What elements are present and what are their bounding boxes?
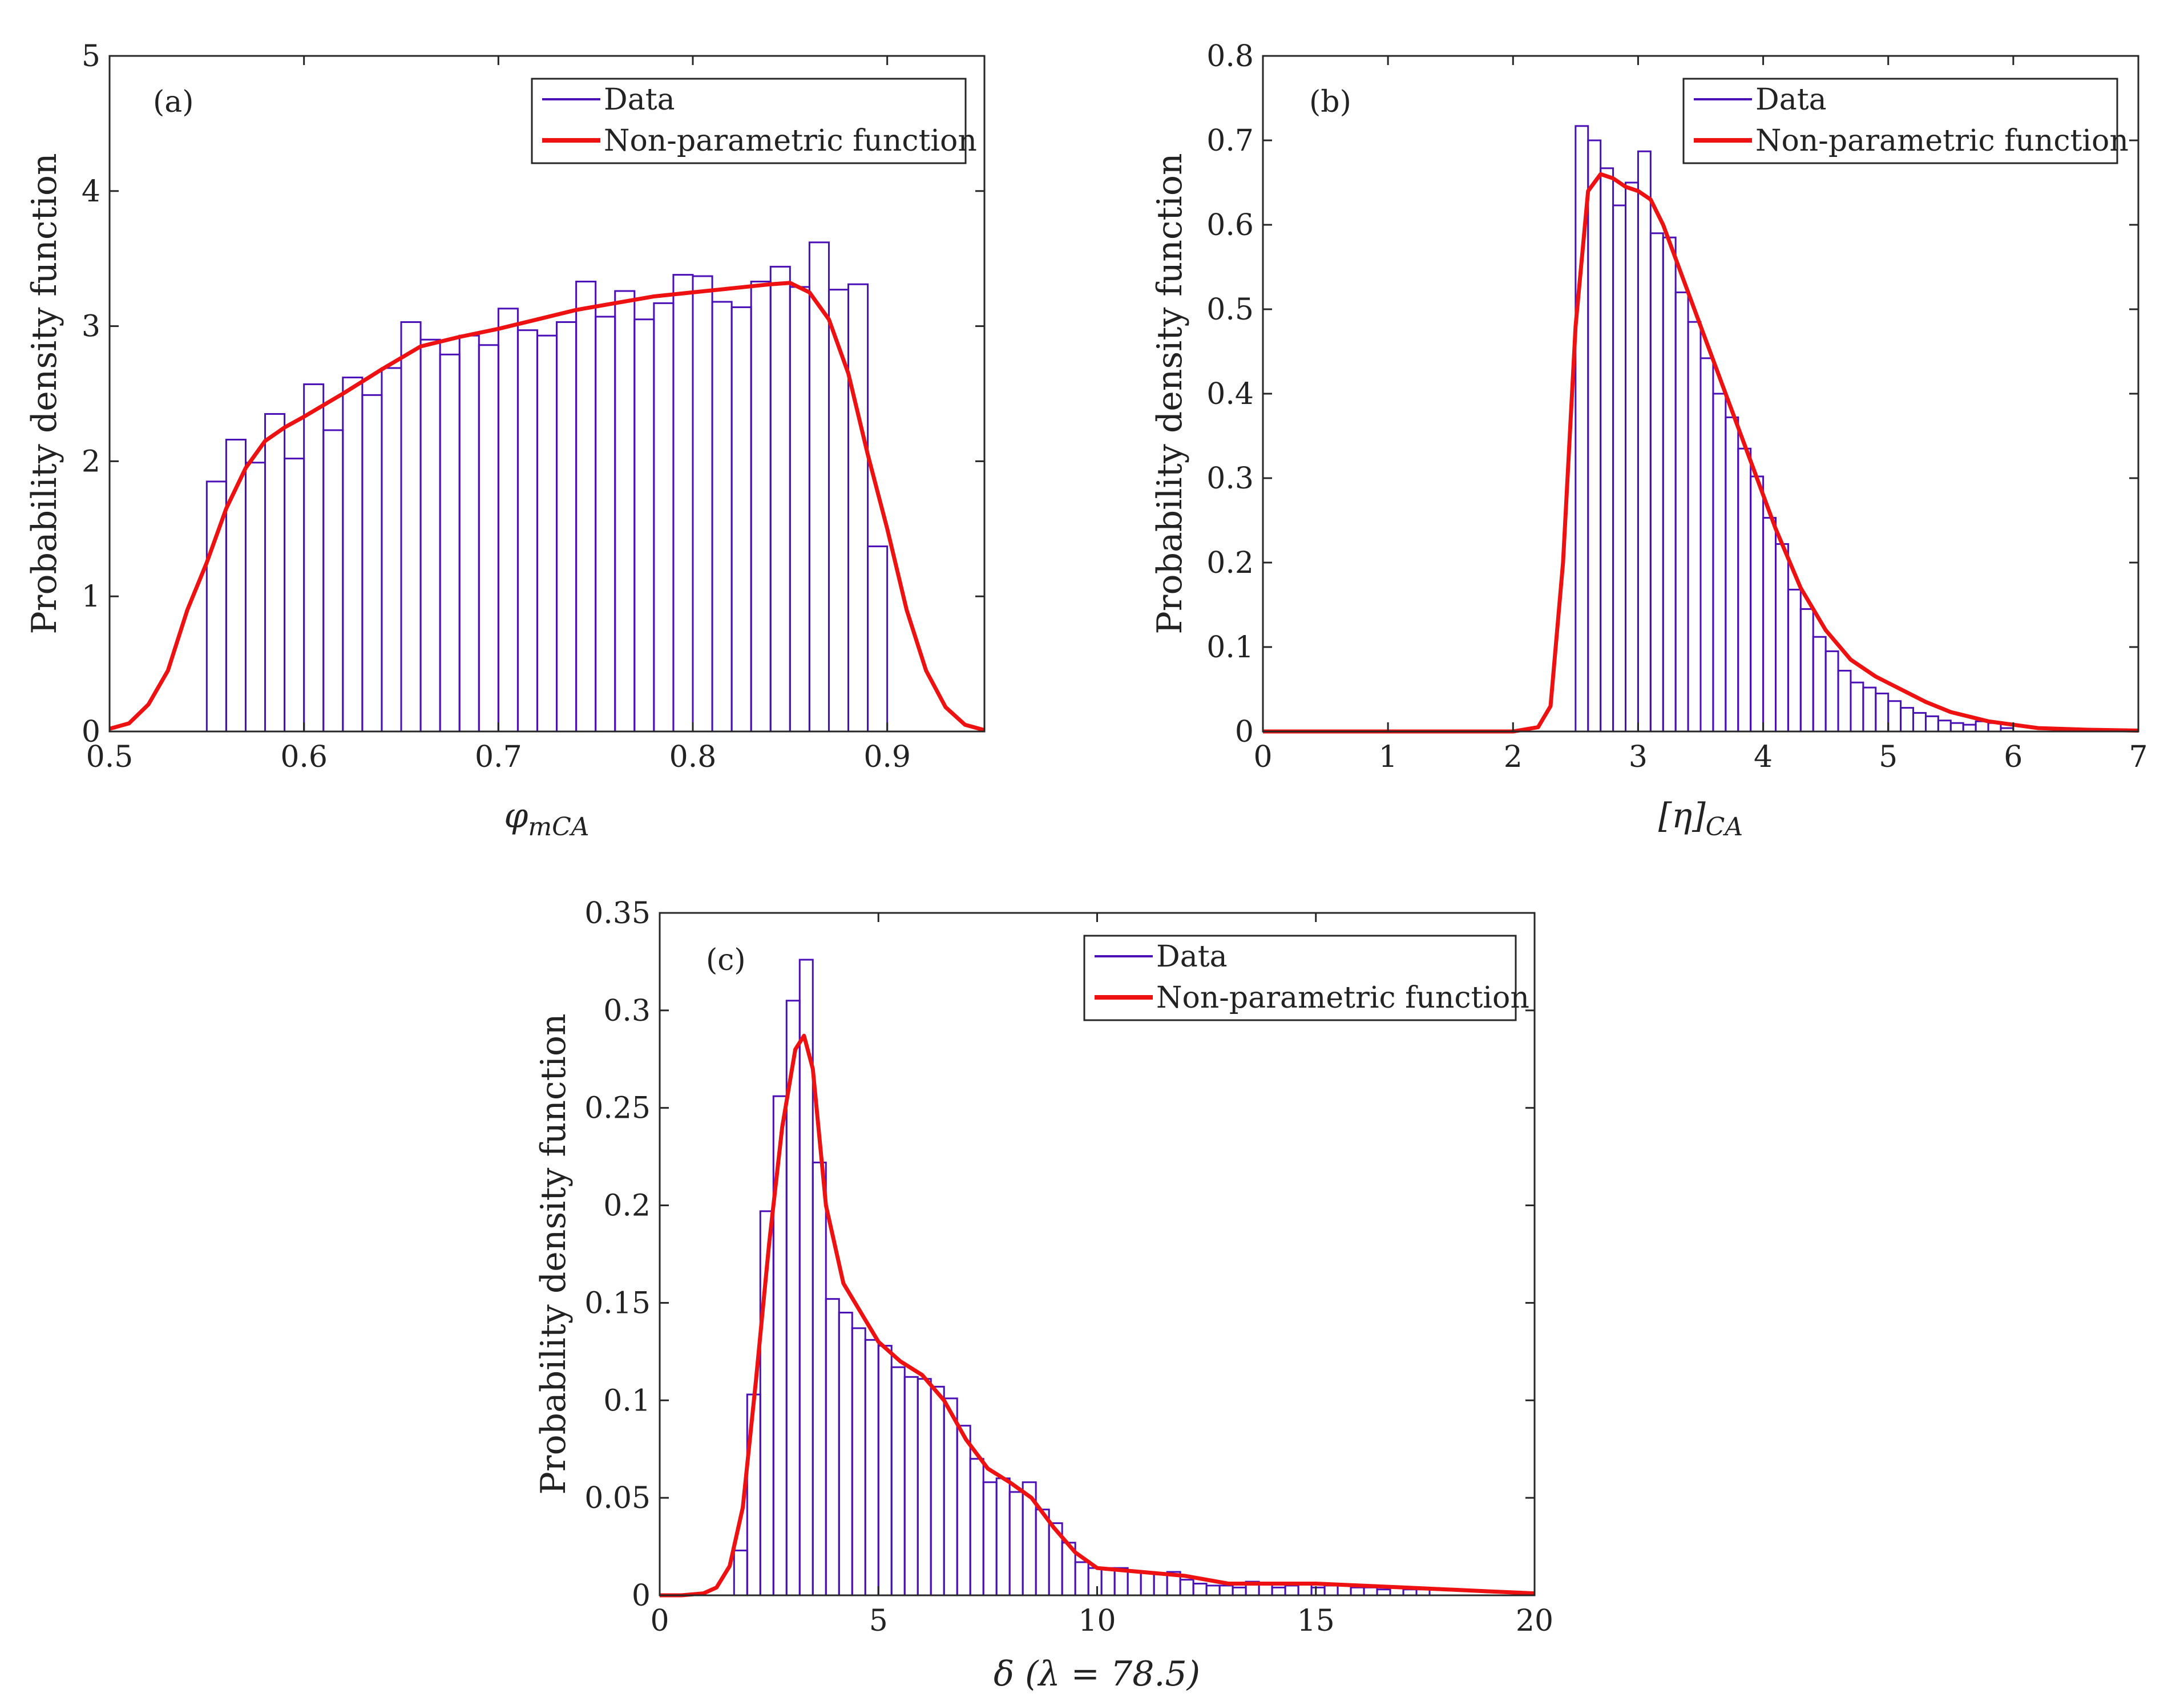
- x-tick-label-c: 20: [1516, 1604, 1553, 1638]
- x-tick-label-a: 0.5: [86, 740, 134, 774]
- y-tick-label-c: 0.25: [584, 1091, 651, 1126]
- panel-label-a: (a): [153, 85, 194, 119]
- legend-fit-label-b: Non-parametric function: [1755, 124, 2129, 158]
- x-tick-label-c: 5: [869, 1604, 888, 1638]
- legend-data-label-b: Data: [1755, 83, 1827, 117]
- legend-c: Data Non-parametric function: [1083, 935, 1529, 1021]
- ticks-a: 0.5 0.6 0.7 0.8 0.9 0 1 2 3 4 5: [82, 39, 984, 774]
- x-axis-label-a: φmCA: [504, 796, 589, 842]
- x-tick-label-b: 6: [2004, 740, 2022, 774]
- y-tick-label-b: 0.3: [1206, 462, 1254, 496]
- y-axis-label-a: Probability density function: [25, 153, 64, 634]
- legend-box-c: [1083, 935, 1517, 1021]
- legend-fit-label-a: Non-parametric function: [604, 124, 977, 158]
- x-tick-label-c: 10: [1078, 1604, 1116, 1638]
- legend-a: Data Non-parametric function: [531, 78, 977, 164]
- x-tick-label-c: 0: [650, 1604, 669, 1638]
- ticks-b: 0 1 2 3 4 5 6 7 0 0.1 0.2 0.3 0.4 0.5 0.6 0.7 0.8: [1206, 39, 2147, 774]
- axes-frame-a: [108, 55, 986, 733]
- x-tick-label-a: 0.9: [863, 740, 911, 774]
- panel-label-c: (c): [706, 943, 746, 977]
- x-tick-label-b: 0: [1253, 740, 1272, 774]
- legend-box-a: [531, 78, 967, 164]
- x-axis-label-b-sub: CA: [1706, 812, 1743, 842]
- y-tick-label-c: 0.15: [584, 1286, 651, 1320]
- y-tick-label-c: 0.3: [603, 994, 651, 1028]
- plot-area-c: [660, 913, 1535, 1595]
- x-axis-label-a-main: φ: [504, 796, 528, 836]
- x-axis-label-c: δ (λ = 78.5): [994, 1654, 1200, 1694]
- x-tick-label-b: 7: [2129, 740, 2147, 774]
- x-tick-label-b: 1: [1379, 740, 1398, 774]
- y-tick-label-b: 0: [1235, 715, 1254, 749]
- x-axis-label-a-sub: mCA: [528, 812, 589, 842]
- y-tick-label-a: 4: [82, 175, 100, 209]
- y-tick-label-c: 0.05: [584, 1481, 651, 1515]
- y-tick-label-c: 0.2: [603, 1189, 651, 1223]
- x-axis-label-c-main: δ (λ = 78.5): [994, 1654, 1200, 1694]
- legend-data-label-c: Data: [1156, 940, 1228, 974]
- y-tick-label-b: 0.5: [1206, 293, 1254, 327]
- x-tick-label-b: 5: [1879, 740, 1898, 774]
- legend-fit-label-c: Non-parametric function: [1156, 981, 1529, 1015]
- y-tick-label-b: 0.6: [1206, 208, 1254, 242]
- y-tick-label-a: 5: [82, 39, 100, 74]
- legend-data-label-a: Data: [604, 83, 675, 117]
- ticks-c: 0 5 10 15 20 0 0.05 0.1 0.15 0.2 0.25 0.3 0.35: [584, 896, 1553, 1638]
- y-tick-label-c: 0.1: [603, 1384, 651, 1418]
- y-tick-label-b: 0.7: [1206, 124, 1254, 158]
- panel-label-b: (b): [1309, 85, 1351, 119]
- x-tick-label-a: 0.7: [475, 740, 522, 774]
- x-tick-label-b: 4: [1754, 740, 1773, 774]
- legend-b: Data Non-parametric function: [1682, 78, 2129, 164]
- y-axis-label-b: Probability density function: [1150, 153, 1190, 634]
- y-axis-label-c: Probability density function: [534, 1013, 574, 1494]
- x-tick-label-c: 15: [1297, 1604, 1335, 1638]
- y-tick-label-a: 0: [82, 715, 100, 749]
- plot-area-a: [110, 56, 984, 731]
- y-tick-label-a: 1: [82, 580, 100, 614]
- fit-curve-b: [1263, 172, 2139, 734]
- y-tick-label-a: 3: [82, 310, 100, 344]
- y-tick-label-b: 0.4: [1206, 377, 1254, 411]
- x-tick-label-a: 0.6: [280, 740, 328, 774]
- x-tick-label-a: 0.8: [669, 740, 717, 774]
- panel-b: 0 1 2 3 4 5 6 7 0 0.1 0.2 0.3 0.4 0.5 0.6 0.7 0.8 (b) [η…: [1150, 39, 2148, 842]
- panel-a: 0.5 0.6 0.7 0.8 0.9 0 1 2 3 4 5 (a) φmCA Probabili…: [25, 39, 986, 842]
- fit-curve-a: [109, 281, 985, 732]
- x-tick-label-b: 2: [1504, 740, 1523, 774]
- x-tick-label-b: 3: [1629, 740, 1648, 774]
- y-tick-label-c: 0.35: [584, 896, 651, 931]
- y-tick-label-b: 0.1: [1206, 630, 1254, 665]
- y-tick-label-c: 0: [632, 1579, 651, 1613]
- x-axis-label-b: [η]CA: [1658, 796, 1743, 842]
- fit-curve-c: [660, 1033, 1535, 1598]
- legend-box-b: [1682, 78, 2118, 164]
- panel-c: 0 5 10 15 20 0 0.05 0.1 0.15 0.2 0.25 0.3 0.35 (c) δ…: [534, 896, 1553, 1694]
- x-axis-label-b-main: [η]: [1658, 796, 1706, 836]
- y-tick-label-b: 0.8: [1206, 39, 1254, 74]
- y-tick-label-a: 2: [82, 444, 100, 479]
- y-tick-label-b: 0.2: [1206, 546, 1254, 580]
